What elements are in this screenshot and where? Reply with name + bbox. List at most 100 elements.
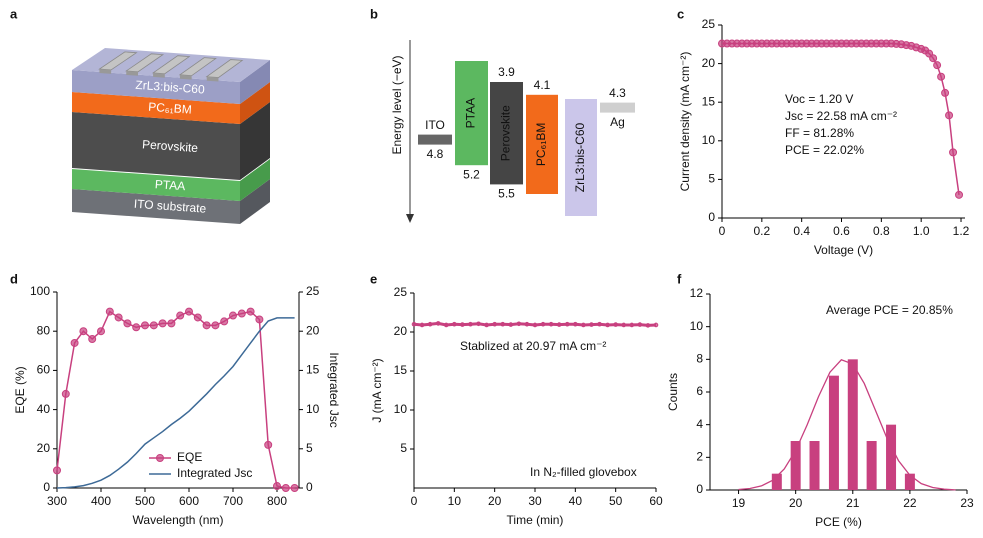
y-axis-label: J (mA cm⁻²) <box>370 358 384 422</box>
y2-tick-label: 15 <box>306 363 320 377</box>
data-point <box>573 321 578 327</box>
y-tick-label: 4 <box>696 417 703 431</box>
y-tick-label: 10 <box>702 133 716 147</box>
y-tick-label: 0 <box>708 210 715 224</box>
bar <box>771 473 782 490</box>
x-tick-label: 0.8 <box>873 224 890 238</box>
data-line <box>56 317 295 489</box>
layer-label: Perovskite <box>142 137 199 155</box>
data-point <box>597 321 602 327</box>
x-tick-label: 19 <box>732 496 746 510</box>
legend-label: Integrated Jsc <box>177 466 252 480</box>
data-point <box>556 322 562 327</box>
data-point <box>70 338 79 347</box>
bar <box>790 441 801 490</box>
energy-value: 4.1 <box>534 78 551 92</box>
data-point <box>105 307 114 316</box>
energy-value: 3.9 <box>498 65 515 79</box>
x-tick-label: 60 <box>649 494 663 508</box>
y-tick-label: 20 <box>37 441 51 455</box>
energy-band <box>455 61 488 166</box>
y2-axis-label: Integrated Jsc <box>327 352 341 427</box>
data-point <box>500 321 506 327</box>
data-point <box>484 322 489 328</box>
data-point <box>211 321 220 330</box>
data-point <box>532 322 538 328</box>
annotation: Voc = 1.20 V <box>785 92 853 106</box>
y2-tick-label: 20 <box>306 323 320 337</box>
y-tick-label: 25 <box>394 285 408 299</box>
layer-label: ZrL3:bis-C60 <box>135 78 205 97</box>
data-point <box>158 319 167 328</box>
panel-label: a <box>10 6 18 21</box>
panel-label: c <box>677 6 684 21</box>
energy-axis: Energy level (−eV) <box>390 40 414 223</box>
layer-label: ITO substrate <box>133 197 207 216</box>
data-point <box>132 323 141 332</box>
y-tick-label: 0 <box>43 480 50 494</box>
data-point <box>492 321 497 327</box>
layer-side <box>240 102 270 180</box>
data-point <box>516 321 522 327</box>
y-axis-label: Current density (mA cm⁻²) <box>678 52 692 192</box>
data-line <box>56 310 295 489</box>
data-point <box>281 484 290 492</box>
y-tick-label: 20 <box>394 324 408 338</box>
layer-side <box>240 159 270 201</box>
x-tick-label: 0.6 <box>833 224 850 238</box>
bar <box>828 375 839 490</box>
x-tick-label: 0.2 <box>753 224 770 238</box>
legend-label: EQE <box>177 450 202 464</box>
data-point <box>955 190 964 199</box>
layer-face <box>72 70 240 104</box>
x-tick-label: 0 <box>719 224 726 238</box>
data-point <box>548 321 554 327</box>
data-point <box>114 313 123 322</box>
material-label: Perovskite <box>499 105 513 161</box>
electrode-edge <box>179 74 192 80</box>
layer-face <box>72 169 240 201</box>
electrode-edge <box>206 76 219 82</box>
data-point <box>581 322 586 328</box>
y2-tick-label: 0 <box>306 480 313 494</box>
data-point <box>202 321 211 330</box>
electrode-edge <box>126 70 138 76</box>
material-label: PTAA <box>464 98 478 128</box>
data-point <box>476 321 481 327</box>
annotation: Stablized at 20.97 mA cm⁻² <box>460 339 606 353</box>
data-point <box>645 323 651 328</box>
data-point <box>443 322 449 328</box>
y-tick-label: 0 <box>696 482 703 496</box>
y2-tick-label: 10 <box>306 402 320 416</box>
data-point <box>589 322 594 327</box>
data-point <box>452 321 457 327</box>
x-tick-label: 500 <box>135 494 155 508</box>
data-point <box>460 322 465 327</box>
data-point <box>167 319 176 328</box>
data-point <box>97 327 105 336</box>
y-tick-label: 5 <box>708 172 715 186</box>
energy-value: 4.8 <box>427 147 444 161</box>
electrode-edge <box>153 72 165 78</box>
data-point <box>419 322 425 328</box>
y-tick-label: 100 <box>30 284 50 298</box>
y-tick-label: 25 <box>702 17 716 31</box>
y-tick-label: 2 <box>696 450 703 464</box>
material-label: Ag <box>610 115 625 129</box>
y-tick-label: 8 <box>696 352 703 366</box>
layer-side <box>240 179 270 224</box>
data-point <box>237 309 246 318</box>
data-point <box>945 111 954 120</box>
y-tick-label: 12 <box>690 286 704 300</box>
x-tick-label: 400 <box>91 494 111 508</box>
data-point <box>949 148 958 157</box>
data-point <box>193 313 202 322</box>
energy-level <box>418 134 452 145</box>
bar <box>866 441 877 490</box>
data-point <box>629 322 635 328</box>
data-point <box>941 88 950 97</box>
legend-marker <box>156 454 164 462</box>
data-point <box>933 61 942 70</box>
energy-value: 4.3 <box>609 86 626 100</box>
